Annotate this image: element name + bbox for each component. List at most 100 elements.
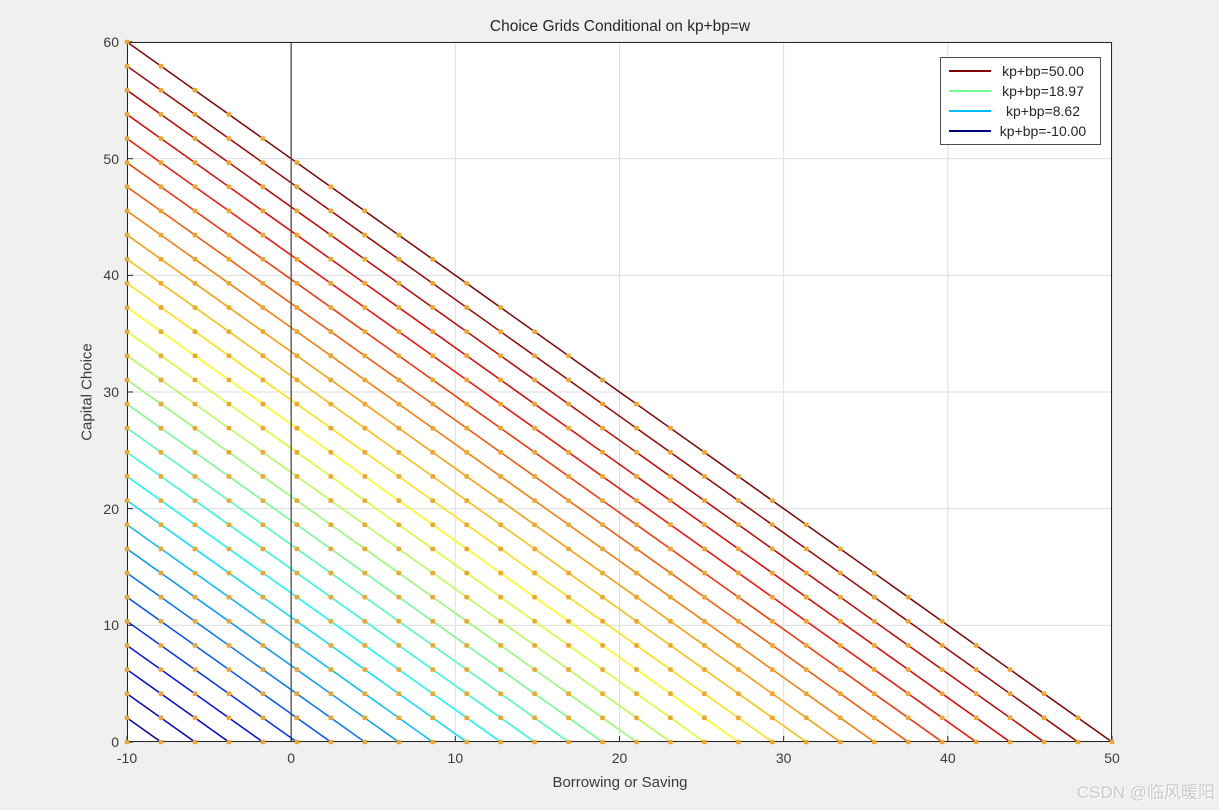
grid-point-marker xyxy=(158,643,164,648)
grid-point-marker xyxy=(498,739,503,745)
grid-point-marker xyxy=(532,401,537,407)
grid-point-marker xyxy=(260,281,266,286)
grid-point-marker xyxy=(396,281,402,286)
grid-point-marker xyxy=(158,87,164,93)
grid-point-marker xyxy=(362,425,368,431)
grid-point-marker xyxy=(328,281,334,286)
grid-point-marker xyxy=(770,643,775,648)
grid-point-marker xyxy=(770,498,775,503)
grid-point-marker xyxy=(498,329,503,334)
grid-point-marker xyxy=(226,691,232,697)
grid-point-marker xyxy=(226,643,232,648)
grid-point-marker xyxy=(464,474,469,479)
grid-point-marker xyxy=(124,377,130,383)
grid-point-marker xyxy=(328,715,334,721)
y-tick-label: 10 xyxy=(103,617,119,634)
grid-point-marker xyxy=(668,643,673,648)
grid-point-marker xyxy=(328,184,334,190)
grid-point-marker xyxy=(260,329,266,334)
grid-point-marker xyxy=(770,619,775,624)
grid-point-marker xyxy=(158,425,164,431)
grid-point-marker xyxy=(430,353,435,359)
grid-point-marker xyxy=(260,691,266,697)
grid-point-marker xyxy=(634,474,639,479)
grid-point-marker xyxy=(837,619,843,624)
budget-line xyxy=(126,186,909,743)
grid-point-marker xyxy=(498,450,503,455)
grid-point-marker xyxy=(362,281,368,286)
grid-point-marker xyxy=(294,739,300,745)
grid-point-marker xyxy=(430,643,435,648)
grid-point-marker xyxy=(1041,691,1047,697)
grid-point-marker xyxy=(871,715,877,721)
grid-point-marker xyxy=(430,546,435,552)
grid-point-marker xyxy=(362,594,368,600)
legend-label: kp+bp=-10.00 xyxy=(999,123,1087,139)
grid-point-marker xyxy=(294,305,300,310)
grid-point-marker xyxy=(905,739,911,745)
grid-point-marker xyxy=(498,643,503,648)
grid-point-marker xyxy=(362,546,368,552)
grid-point-marker xyxy=(939,691,945,697)
grid-point-marker xyxy=(260,353,266,359)
grid-point-marker xyxy=(464,594,469,600)
grid-point-marker xyxy=(736,667,741,672)
grid-point-marker xyxy=(430,425,435,431)
grid-point-marker xyxy=(328,353,334,359)
grid-point-marker xyxy=(668,425,673,431)
grid-point-marker xyxy=(430,498,435,503)
grid-point-marker xyxy=(430,594,435,600)
grid-point-marker xyxy=(532,498,537,503)
grid-point-marker xyxy=(158,667,164,672)
grid-point-marker xyxy=(939,643,945,648)
grid-point-marker xyxy=(566,715,571,721)
grid-point-marker xyxy=(124,667,130,672)
grid-point-marker xyxy=(192,546,198,552)
grid-point-marker xyxy=(192,715,198,721)
budget-line xyxy=(126,89,1045,743)
grid-point-marker xyxy=(736,739,741,745)
grid-point-marker xyxy=(464,739,469,745)
grid-point-marker xyxy=(464,522,469,528)
grid-point-marker xyxy=(124,546,130,552)
grid-point-marker xyxy=(294,256,300,262)
grid-point-marker xyxy=(226,160,232,165)
grid-point-marker xyxy=(600,425,605,431)
grid-point-marker xyxy=(294,474,300,479)
grid-point-marker xyxy=(396,691,402,697)
grid-point-marker xyxy=(464,305,469,310)
grid-point-marker xyxy=(192,594,198,600)
grid-point-marker xyxy=(532,450,537,455)
grid-point-marker xyxy=(260,667,266,672)
grid-point-marker xyxy=(600,619,605,624)
grid-point-marker xyxy=(634,498,639,503)
grid-point-marker xyxy=(294,232,300,238)
grid-point-marker xyxy=(804,619,809,624)
grid-point-marker xyxy=(634,594,639,600)
grid-point-marker xyxy=(668,594,673,600)
legend-entry: kp+bp=18.97 xyxy=(949,81,1095,101)
grid-point-marker xyxy=(328,546,334,552)
grid-point-marker xyxy=(430,522,435,528)
grid-point-marker xyxy=(328,570,334,576)
grid-point-marker xyxy=(260,232,266,238)
legend-entry: kp+bp=8.62 xyxy=(949,101,1095,121)
grid-point-marker xyxy=(226,401,232,407)
grid-point-marker xyxy=(362,256,368,262)
grid-point-marker xyxy=(498,305,503,310)
grid-point-marker xyxy=(192,643,198,648)
grid-point-marker xyxy=(294,570,300,576)
grid-point-marker xyxy=(498,474,503,479)
grid-point-marker xyxy=(124,594,130,600)
grid-point-marker xyxy=(871,691,877,697)
budget-line xyxy=(126,282,773,743)
grid-point-marker xyxy=(192,184,198,190)
legend-label: kp+bp=18.97 xyxy=(1002,83,1084,99)
legend-entry: kp+bp=-10.00 xyxy=(949,121,1095,141)
grid-point-marker xyxy=(634,715,639,721)
grid-point-marker xyxy=(634,401,639,407)
grid-point-marker xyxy=(396,594,402,600)
grid-point-marker xyxy=(498,522,503,528)
grid-point-marker xyxy=(1007,667,1013,672)
grid-point-marker xyxy=(362,667,368,672)
